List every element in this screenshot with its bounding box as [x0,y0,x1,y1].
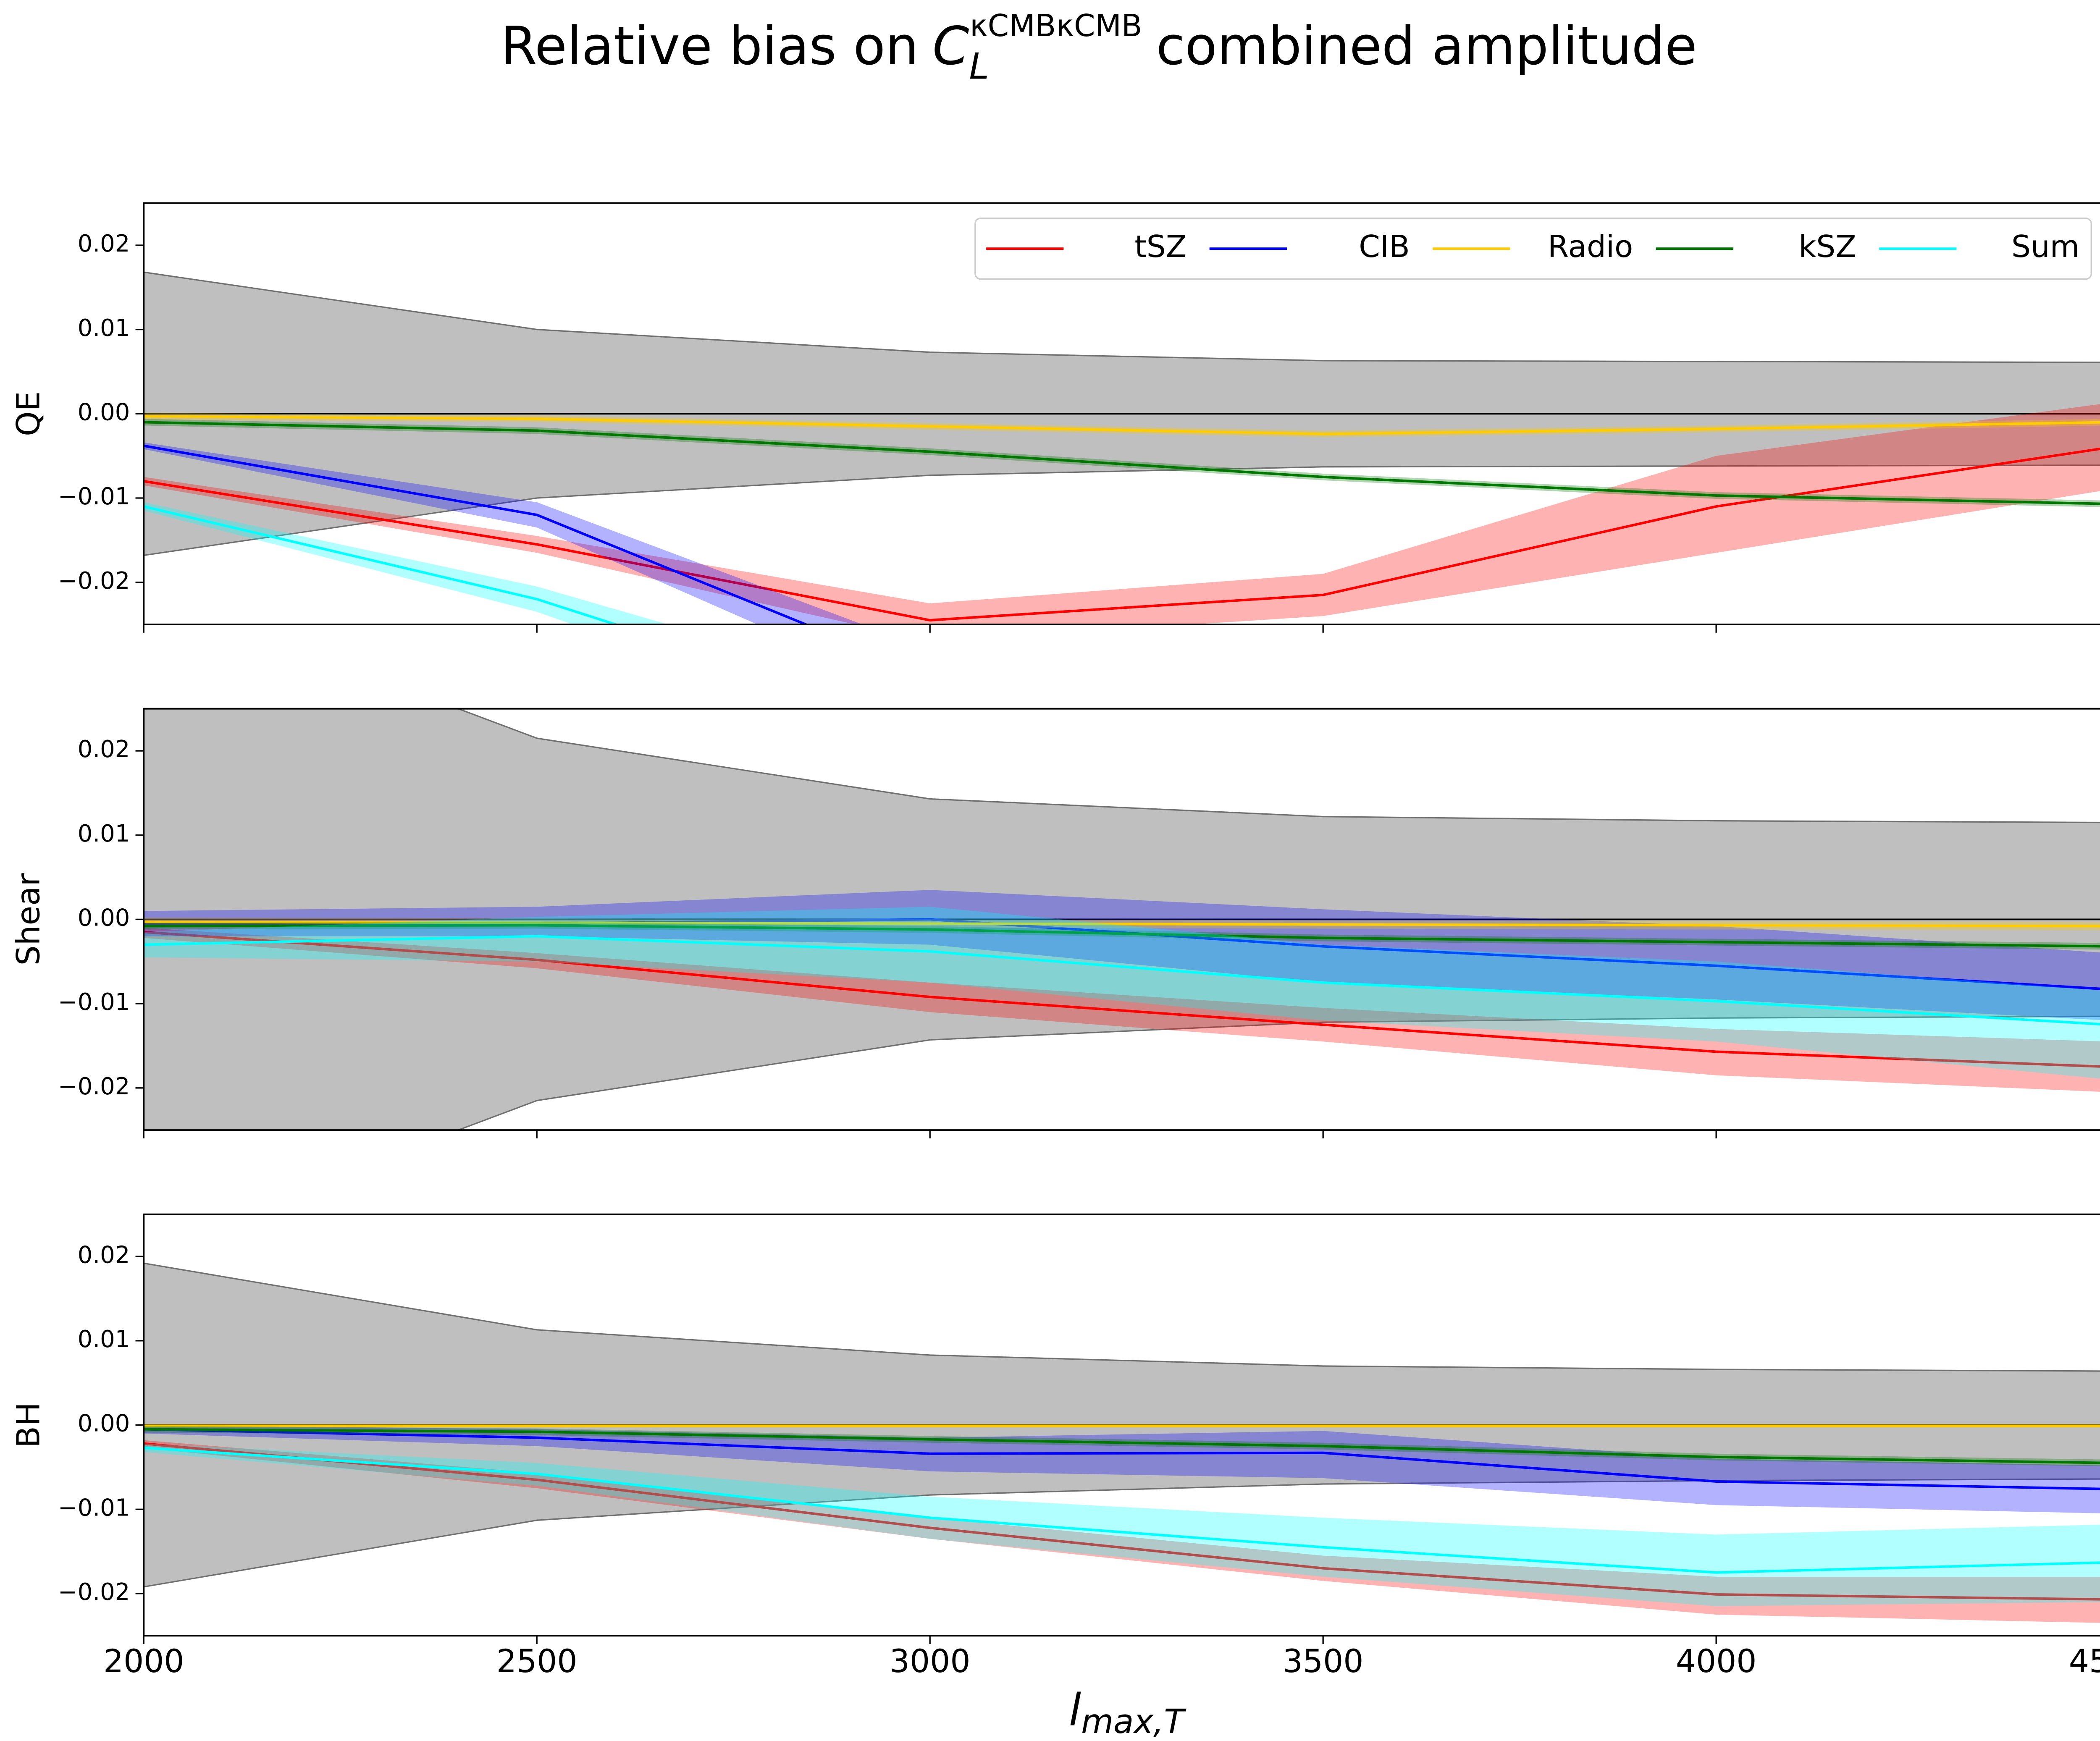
band [144,1440,2100,1623]
y-tick-label: −0.02 [58,1073,130,1100]
series-line [144,1446,2100,1574]
title-symbol: C [932,16,969,77]
series-line [144,1428,2100,1490]
series-line [144,415,2100,435]
legend-label: CIB [1359,229,1410,265]
y-tick-label: 0.02 [78,736,130,763]
series-line [144,920,2100,928]
band [144,1426,2100,1466]
legend-label: tSZ [1134,229,1186,265]
title-text: combined amplitude [1156,16,1697,77]
series-line [144,1442,2100,1601]
y-axis-label: BH [10,1402,47,1448]
band [144,1425,2100,1513]
x-axis-label: lmax,T [1069,1684,1186,1739]
plot-area [144,271,2100,625]
legend-box [974,218,2092,280]
y-tick-label: −0.01 [58,1494,130,1521]
x-tick-label: 2000 [103,1643,184,1680]
legend-label: Sum [2011,229,2079,265]
plot-area [144,708,2100,1130]
y-axis-label: QE [10,391,47,436]
y-tick-label: 0.01 [78,315,130,342]
x-tick-label: 3500 [1283,1643,1364,1680]
x-tick-label: 4000 [1676,1643,1757,1680]
y-tick-label: 0.02 [78,230,130,257]
plot-area [144,1262,2100,1623]
title-text: Relative bias on [501,16,919,77]
legend-label: Radio [1548,229,1633,265]
chart-title: Relative bias on CLκCMBκCMB combined ampli… [501,8,1697,88]
series-line [144,924,2100,948]
y-tick-label: 0.01 [78,820,130,847]
y-tick-label: 0.00 [78,399,130,426]
y-tick-label: −0.01 [58,483,130,510]
y-tick-label: 0.00 [78,905,130,932]
series-line [144,421,2100,505]
x-label-sub: max,T [1081,1702,1186,1739]
y-tick-label: −0.02 [58,567,130,595]
x-tick-label: 4500 [2069,1643,2100,1680]
y-tick-label: 0.00 [78,1410,130,1437]
title-superscript: κCMBκCMB [970,8,1142,44]
band [144,442,863,625]
band [144,922,2100,950]
y-tick-label: 0.02 [78,1241,130,1269]
series-line [144,444,809,625]
x-tick-label: 3000 [890,1643,971,1680]
series-line [144,931,2100,1068]
legend-label: kSZ [1798,229,1856,265]
x-tick-label: 2500 [496,1643,578,1680]
y-axis-label: Shear [10,873,47,966]
band [144,502,668,625]
y-tick-label: −0.02 [58,1578,130,1606]
series-line [144,505,620,625]
x-label: l [1069,1684,1081,1736]
y-tick-label: −0.01 [58,988,130,1016]
band [144,404,2100,625]
title-subscript: L [969,46,989,88]
band [144,907,2100,1079]
y-tick-label: 0.01 [78,1326,130,1353]
series-line [144,1428,2100,1464]
series-line [144,935,2100,1025]
